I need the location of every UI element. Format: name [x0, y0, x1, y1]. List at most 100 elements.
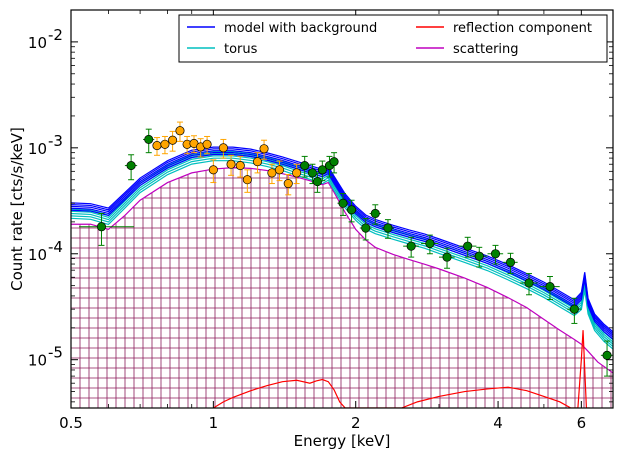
data-point-green: [79, 212, 135, 246]
data-point-green: [567, 297, 582, 324]
legend-label: torus: [224, 42, 258, 57]
marker: [152, 141, 162, 151]
data-point-green: [317, 160, 327, 182]
data-point-orange: [152, 137, 162, 156]
marker: [317, 165, 327, 175]
legend-label: reflection component: [453, 21, 592, 36]
data-point-green: [369, 204, 381, 225]
legend-item: torus: [187, 42, 258, 57]
data-point-green: [307, 163, 317, 185]
x-axis-label: Energy [keV]: [294, 432, 391, 450]
marker: [252, 157, 263, 167]
series-line-torus: [71, 160, 613, 350]
marker: [370, 208, 380, 219]
y-tick-label: 10: [28, 140, 47, 158]
marker: [338, 198, 348, 208]
data-point-orange: [235, 155, 245, 178]
legend: model with background reflection componen…: [178, 14, 608, 63]
data-point-green: [143, 128, 155, 154]
legend-item: reflection component: [416, 21, 592, 36]
legend-box: [178, 14, 608, 63]
data-point-green: [403, 236, 419, 258]
data-point-green: [487, 244, 504, 265]
data-point-orange: [242, 169, 252, 193]
legend-item: model with background: [187, 21, 377, 36]
data-point-green: [299, 155, 310, 178]
legend-label: model with background: [224, 21, 377, 36]
marker: [406, 241, 416, 251]
x-tick-label: 2: [351, 414, 361, 432]
marker: [505, 257, 516, 267]
data-point-orange: [202, 135, 212, 155]
marker: [96, 222, 107, 232]
data-point-green: [539, 276, 560, 301]
data-point-green: [359, 218, 372, 241]
data-point-orange: [274, 160, 285, 182]
marker: [235, 161, 245, 171]
data-point-green: [470, 246, 488, 268]
marker: [175, 126, 185, 136]
marker: [361, 223, 371, 233]
marker: [226, 159, 236, 169]
data-point-green: [438, 247, 455, 269]
marker: [292, 168, 302, 178]
marker: [218, 143, 228, 153]
marker: [569, 304, 579, 314]
data-point-green: [329, 152, 339, 174]
data-point-green: [503, 252, 518, 275]
x-tick-label: 1: [209, 414, 219, 432]
y-tick-label: 10: [28, 352, 47, 370]
marker: [300, 161, 310, 171]
data-point-orange: [218, 138, 228, 159]
marker: [242, 175, 252, 185]
data-point-orange: [226, 154, 236, 176]
marker: [202, 139, 212, 149]
x-tick-label: 6: [577, 414, 587, 432]
series-line-model-with-background: [71, 148, 613, 334]
marker: [463, 241, 473, 251]
y-tick-label: 10: [28, 34, 47, 52]
y-tick-exponent: -3: [48, 132, 63, 150]
marker: [259, 144, 269, 154]
scattering-hatch-area: [71, 167, 613, 408]
x-tick-label: 4: [493, 414, 503, 432]
y-tick-exponent: -5: [48, 344, 63, 362]
marker: [126, 161, 136, 171]
data-point-orange: [160, 135, 170, 155]
marker: [425, 238, 435, 249]
data-point-orange: [252, 152, 263, 174]
data-point-green: [346, 199, 357, 223]
data-point-orange: [292, 163, 302, 185]
data-point-green: [421, 234, 439, 255]
data-point-orange: [259, 139, 269, 160]
data-point-orange: [175, 121, 185, 142]
marker: [329, 157, 339, 167]
data-point-green: [600, 340, 613, 377]
marker: [347, 205, 357, 215]
data-point-orange: [283, 174, 293, 196]
legend-label: scattering: [453, 42, 519, 57]
data-point-green: [312, 172, 322, 193]
series-line-model-with-background: [71, 151, 613, 338]
marker: [524, 278, 534, 288]
y-tick-exponent: -4: [48, 238, 63, 256]
data-point-green: [519, 273, 538, 296]
data-points-layer: [79, 121, 613, 377]
marker: [474, 251, 484, 261]
marker: [602, 350, 612, 360]
marker: [208, 165, 218, 175]
marker: [312, 177, 322, 187]
marker: [144, 134, 154, 144]
y-tick-exponent: -2: [48, 26, 63, 44]
data-point-orange: [208, 159, 218, 184]
series-line-model-with-background: [71, 150, 613, 336]
x-tick-label: 0.5: [59, 414, 83, 432]
data-point-orange: [168, 130, 178, 152]
series-line-scattering: [71, 167, 613, 374]
y-tick-label: 10: [28, 246, 47, 264]
marker: [490, 249, 501, 259]
marker: [274, 165, 285, 175]
series-line-reflection-component: [213, 330, 590, 408]
data-point-orange: [267, 163, 277, 185]
data-point-green: [337, 193, 349, 216]
